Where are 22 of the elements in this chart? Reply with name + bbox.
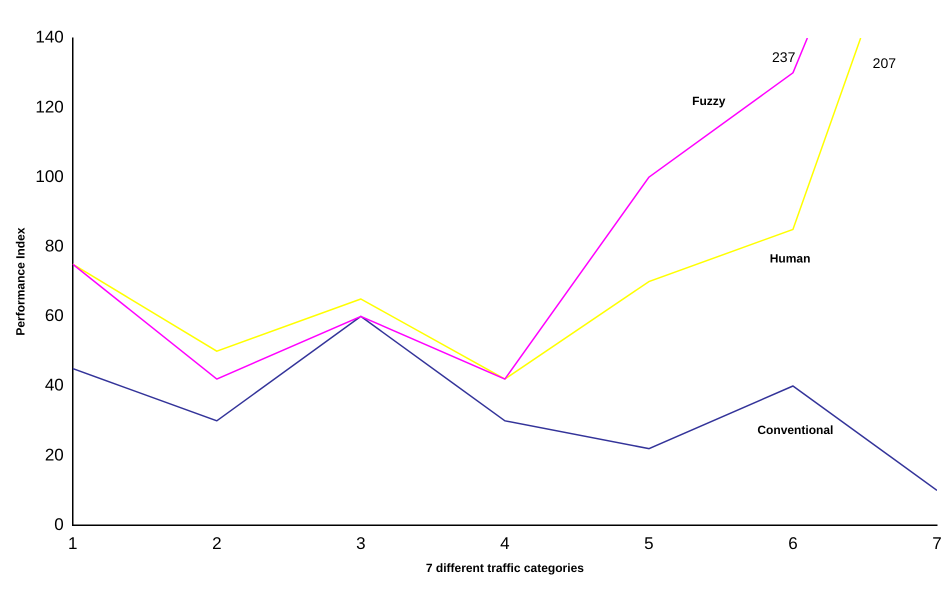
x-tick-label: 2 [212, 534, 222, 554]
y-tick-label: 40 [44, 376, 64, 395]
series-label: Fuzzy [692, 94, 726, 108]
series-label: Human [770, 251, 810, 266]
y-tick-label: 140 [35, 28, 64, 47]
y-tick-label: 0 [54, 514, 64, 534]
x-tick-label: 4 [500, 534, 510, 554]
y-tick-label: 100 [35, 166, 64, 186]
y-tick-label: 20 [44, 445, 64, 464]
x-tick-label: 5 [644, 534, 654, 554]
series-label: Conventional [757, 422, 834, 437]
x-tick-label: 6 [788, 534, 798, 554]
y-tick-label: 80 [44, 236, 64, 256]
x-tick-label: 1 [68, 534, 78, 554]
x-tick-label: 3 [356, 534, 366, 554]
x-axis-title: 7 different traffic categories [426, 561, 584, 576]
y-axis-title: Performance Index [14, 227, 28, 336]
x-tick-label: 7 [932, 534, 942, 554]
annotation: 207 [872, 54, 896, 71]
y-tick-label: 60 [44, 306, 64, 326]
annotation: 237 [772, 48, 796, 65]
y-tick-label: 120 [35, 97, 64, 116]
